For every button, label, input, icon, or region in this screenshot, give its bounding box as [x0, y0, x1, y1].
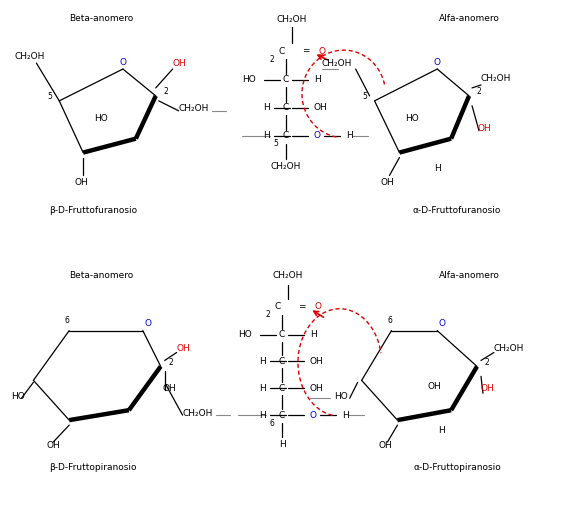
Text: O: O: [144, 319, 151, 328]
Text: C: C: [279, 411, 285, 420]
Text: H: H: [259, 411, 266, 420]
Text: H: H: [310, 330, 317, 339]
Text: C: C: [283, 76, 289, 84]
Text: 6: 6: [387, 316, 392, 325]
Text: 2: 2: [485, 358, 489, 367]
Text: H: H: [314, 76, 321, 84]
Text: H: H: [279, 440, 286, 450]
Text: C: C: [279, 47, 285, 55]
Text: H: H: [438, 426, 444, 435]
Text: CH₂OH: CH₂OH: [179, 104, 209, 113]
Text: C: C: [283, 103, 289, 112]
Text: H: H: [346, 131, 353, 140]
Text: OH: OH: [176, 344, 190, 353]
Text: H: H: [434, 164, 440, 173]
Text: OH: OH: [314, 103, 328, 112]
Text: H: H: [263, 131, 270, 140]
Text: Alfa-anomero: Alfa-anomero: [439, 271, 499, 280]
Text: H: H: [263, 103, 270, 112]
Text: OH: OH: [163, 384, 176, 393]
Text: 2: 2: [266, 310, 270, 319]
Text: C: C: [279, 384, 285, 393]
Text: CH₂OH: CH₂OH: [273, 271, 303, 280]
Text: =: =: [302, 47, 310, 55]
Text: Beta-anomero: Beta-anomero: [69, 271, 133, 280]
Text: Beta-anomero: Beta-anomero: [69, 14, 133, 23]
Text: α-D-Fruttopiranosio: α-D-Fruttopiranosio: [413, 464, 501, 472]
Text: O: O: [119, 57, 126, 66]
Text: OH: OH: [378, 441, 392, 451]
Text: O: O: [318, 47, 325, 55]
Text: H: H: [259, 357, 266, 366]
Text: CH₂OH: CH₂OH: [271, 162, 301, 171]
Text: C: C: [279, 357, 285, 366]
Text: O: O: [310, 411, 317, 420]
Text: CH₂OH: CH₂OH: [277, 15, 307, 24]
Text: O: O: [439, 319, 446, 328]
Text: β-D-Fruttofuranosio: β-D-Fruttofuranosio: [49, 206, 137, 215]
Text: HO: HO: [242, 76, 256, 84]
Text: O: O: [314, 302, 321, 311]
Text: 2: 2: [168, 358, 173, 367]
Text: HO: HO: [238, 330, 252, 339]
Text: HO: HO: [405, 114, 419, 123]
Text: 6: 6: [270, 419, 274, 428]
Text: α-D-Fruttofuranosio: α-D-Fruttofuranosio: [413, 206, 501, 215]
Text: CH₂OH: CH₂OH: [321, 59, 352, 67]
Text: 2: 2: [164, 88, 168, 96]
Text: 2: 2: [270, 54, 274, 64]
Text: CH₂OH: CH₂OH: [494, 344, 524, 353]
Text: O: O: [434, 57, 441, 66]
Text: OH: OH: [481, 384, 495, 393]
Text: 2: 2: [477, 88, 481, 96]
Text: HO: HO: [12, 392, 25, 401]
Text: OH: OH: [310, 357, 324, 366]
Text: OH: OH: [74, 178, 88, 187]
Text: H: H: [259, 384, 266, 393]
Text: OH: OH: [477, 124, 491, 133]
Text: Alfa-anomero: Alfa-anomero: [439, 14, 499, 23]
Text: CH₂OH: CH₂OH: [481, 75, 512, 83]
Text: C: C: [275, 302, 281, 311]
Text: 5: 5: [47, 92, 52, 102]
Text: OH: OH: [427, 382, 441, 391]
Text: =: =: [298, 302, 305, 311]
Text: CH₂OH: CH₂OH: [183, 409, 213, 418]
Text: OH: OH: [381, 178, 394, 187]
Text: 5: 5: [362, 92, 367, 102]
Text: 6: 6: [65, 316, 69, 325]
Text: β-D-Fruttopiranosio: β-D-Fruttopiranosio: [49, 464, 137, 472]
Text: HO: HO: [94, 114, 108, 123]
Text: C: C: [279, 330, 285, 339]
Text: H: H: [342, 411, 349, 420]
Text: HO: HO: [334, 392, 347, 401]
Text: OH: OH: [310, 384, 324, 393]
Text: OH: OH: [46, 441, 60, 451]
Text: O: O: [314, 131, 321, 140]
Text: 5: 5: [274, 139, 279, 148]
Text: C: C: [283, 131, 289, 140]
Text: CH₂OH: CH₂OH: [14, 52, 44, 61]
Text: OH: OH: [173, 59, 186, 67]
